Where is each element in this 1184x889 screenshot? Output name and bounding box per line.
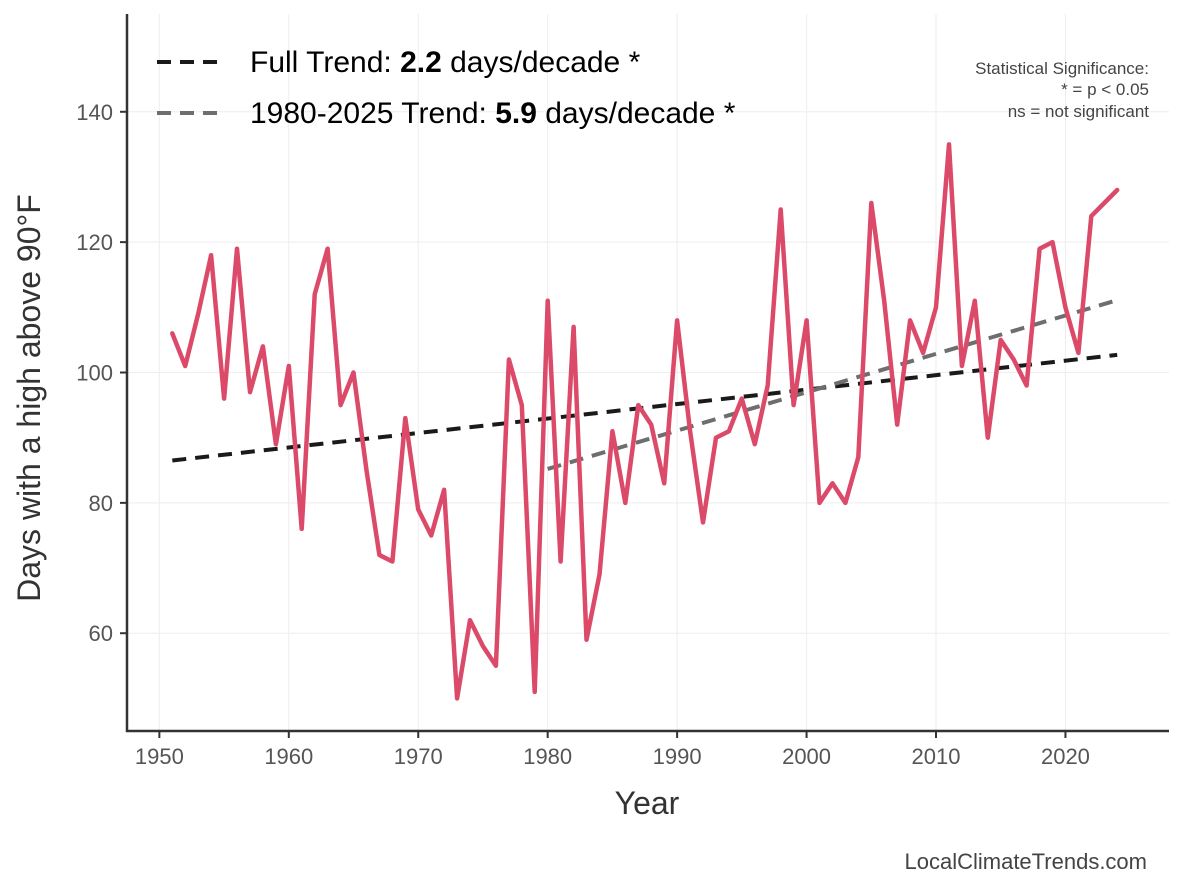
legend-label-1980-trend: 1980-2025 Trend: 5.9 days/decade * xyxy=(250,97,736,130)
legend-prefix-full-trend: Full Trend: xyxy=(250,46,400,79)
trend-lines xyxy=(172,298,1118,471)
x-axis-title: Year xyxy=(615,785,680,821)
y-axis-ticks: 60 80 100 120 140 xyxy=(76,100,127,646)
y-tick-label-80: 80 xyxy=(89,491,113,516)
source-credit: LocalClimateTrends.com xyxy=(905,849,1148,874)
gridlines xyxy=(127,14,1169,731)
data-series xyxy=(170,142,1120,701)
legend-prefix-1980-trend: 1980-2025 Trend: xyxy=(250,97,495,130)
x-tick-label-1980: 1980 xyxy=(523,744,572,769)
x-tick-label-1960: 1960 xyxy=(264,744,313,769)
significance-note: Statistical Significance: * = p < 0.05 n… xyxy=(975,59,1149,121)
significance-note-line-1: * = p < 0.05 xyxy=(1061,80,1149,99)
x-tick-label-2020: 2020 xyxy=(1041,744,1090,769)
significance-note-line-2: ns = not significant xyxy=(1008,102,1150,121)
legend-suffix-1980-trend: days/decade * xyxy=(537,97,736,130)
legend-value-1980-trend: 5.9 xyxy=(495,97,537,130)
x-tick-label-2010: 2010 xyxy=(912,744,961,769)
x-tick-label-2000: 2000 xyxy=(782,744,831,769)
recent-trend-line xyxy=(547,298,1118,471)
x-tick-label-1970: 1970 xyxy=(394,744,443,769)
x-axis-ticks: 1950 1960 1970 1980 1990 2000 2010 2020 xyxy=(135,731,1090,769)
significance-note-title: Statistical Significance: xyxy=(975,59,1149,78)
y-tick-label-60: 60 xyxy=(89,621,113,646)
series-line-0 xyxy=(170,142,1120,701)
x-tick-label-1950: 1950 xyxy=(135,744,184,769)
legend-suffix-full-trend: days/decade * xyxy=(442,46,641,79)
full-trend-line xyxy=(172,352,1118,463)
y-tick-label-140: 140 xyxy=(76,100,113,125)
y-axis-title: Days with a high above 90°F xyxy=(11,194,47,602)
x-tick-label-1990: 1990 xyxy=(653,744,702,769)
legend: Full Trend: 2.2 days/decade * 1980-2025 … xyxy=(157,46,736,130)
y-tick-label-120: 120 xyxy=(76,230,113,255)
legend-value-full-trend: 2.2 xyxy=(400,46,442,79)
legend-label-full-trend: Full Trend: 2.2 days/decade * xyxy=(250,46,641,79)
y-tick-label-100: 100 xyxy=(76,361,113,386)
